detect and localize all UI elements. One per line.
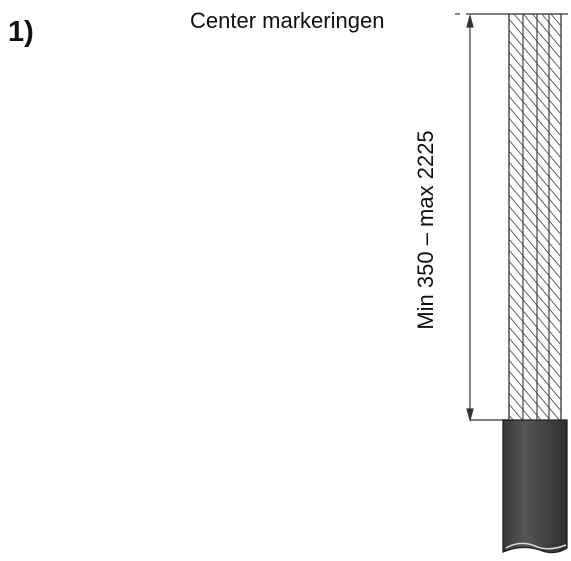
strand-line [509, 205, 561, 269]
strand-line [509, 348, 561, 412]
strand-line [509, 172, 561, 236]
stripped-wire-strands [508, 0, 562, 423]
strand-line [509, 282, 561, 346]
strand-line [513, 14, 561, 71]
strand-line [509, 29, 561, 93]
strand-line [509, 194, 561, 258]
strand-line [509, 216, 561, 280]
strand-line [509, 370, 553, 422]
center-marking-label: Center markeringen [190, 8, 385, 33]
strand-line [531, 14, 561, 49]
strand-line [522, 14, 561, 60]
strand-line [509, 150, 561, 214]
strand-line [509, 337, 561, 401]
strand-line [509, 51, 561, 115]
strand-line [509, 40, 561, 104]
strand-line [509, 128, 561, 192]
dimension-arrow [466, 13, 509, 423]
strand-line [509, 271, 561, 335]
strand-line [509, 18, 561, 82]
strand-line [509, 183, 561, 247]
strand-line [509, 249, 561, 313]
strand-line [509, 238, 561, 302]
strand-line [509, 139, 561, 203]
strand-line [509, 381, 544, 422]
step-number: 1) [8, 16, 34, 48]
cable-jacket [502, 419, 568, 554]
strand-line [509, 359, 561, 422]
strand-line [509, 293, 561, 357]
strand-line [509, 84, 561, 148]
strand-line [509, 315, 561, 379]
strand-line [509, 326, 561, 390]
strand-line [559, 14, 561, 16]
strand-line [509, 62, 561, 126]
strand-line [509, 95, 561, 159]
strand-line [509, 392, 534, 422]
strand-line [541, 14, 561, 38]
strand-line [509, 73, 561, 137]
strand-line [509, 227, 561, 291]
strand-line [509, 260, 561, 324]
strand-line [509, 161, 561, 225]
strand-line [550, 14, 561, 27]
strand-line [509, 106, 561, 170]
strand-line [509, 304, 561, 368]
strand-line [509, 403, 525, 422]
strand-line [509, 0, 561, 4]
strand-line [509, 117, 561, 181]
